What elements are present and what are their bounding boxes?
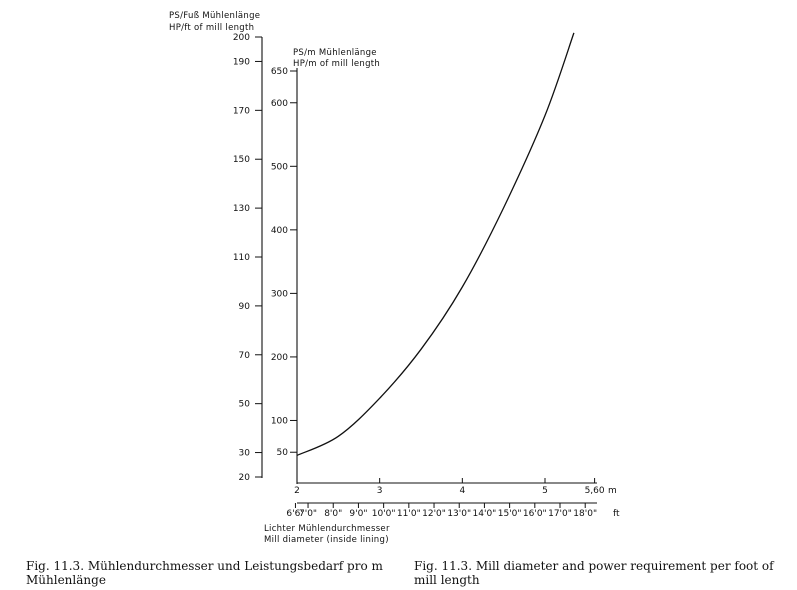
inner-axis-tick-label: 100 xyxy=(271,416,288,426)
caption-english: Fig. 11.3. Mill diameter and power requi… xyxy=(414,559,794,587)
inner-axis-title-line1: PS/m Mühlenlänge xyxy=(293,48,377,58)
x-axis-m-tick-label: 5,60 xyxy=(585,486,605,496)
inner-axis-tick-label: 500 xyxy=(271,162,288,172)
caption-german-line2: Mühlenlänge xyxy=(26,573,106,587)
left-axis-tick-label: 150 xyxy=(233,155,250,165)
power-curve xyxy=(296,32,575,456)
caption-german-line1: Fig. 11.3. Mühlendurchmesser und Leistun… xyxy=(26,559,383,573)
x-axis-ft-unit: ft xyxy=(613,509,620,519)
inner-axis-tick-label: 200 xyxy=(271,353,288,363)
left-axis-title-line1: PS/Fuß Mühlenlänge xyxy=(169,11,260,21)
x-axis-ft-tick-label: 8'0" xyxy=(324,509,342,519)
left-axis-tick-label: 90 xyxy=(239,302,251,312)
x-axis-ft-tick-label: 15'0" xyxy=(498,509,522,519)
x-axis-ft-tick-label: 9'0" xyxy=(349,509,367,519)
x-axis-ft-tick-label: 12'0" xyxy=(422,509,446,519)
x-axis-m-unit: m xyxy=(608,486,617,496)
inner-axis-tick-label: 400 xyxy=(271,226,288,236)
inner-axis-tick-label: 600 xyxy=(271,99,288,109)
x-axis-ft-tick-label: 17'0" xyxy=(548,509,572,519)
left-axis-tick-label: 30 xyxy=(239,449,251,459)
x-axis-m-tick-label: 5 xyxy=(542,486,548,496)
x-axis-title-line2: Mill diameter (inside lining) xyxy=(264,535,389,545)
inner-axis-tick-label: 50 xyxy=(277,448,289,458)
left-axis-tick-label: 70 xyxy=(239,351,251,361)
left-axis-tick-label: 200 xyxy=(233,33,250,43)
x-axis-m-tick-label: 2 xyxy=(294,486,300,496)
inner-axis-tick-label: 300 xyxy=(271,289,288,299)
x-axis-ft-tick-label: 18'0" xyxy=(573,509,597,519)
left-axis-title-line2: HP/ft of mill length xyxy=(169,23,254,33)
left-axis-tick-label: 130 xyxy=(233,204,250,214)
x-axis-ft-tick-label: 6'6" xyxy=(286,509,304,519)
x-axis-ft-tick-label: 16'0" xyxy=(523,509,547,519)
left-axis-tick-label: 50 xyxy=(239,400,251,410)
x-axis-m-tick-label: 3 xyxy=(377,486,383,496)
x-axis-ft-tick-label: 11'0" xyxy=(397,509,421,519)
caption-german: Fig. 11.3. Mühlendurchmesser und Leistun… xyxy=(26,559,396,587)
x-axis-ft-tick-label: 13'0" xyxy=(447,509,471,519)
left-axis-tick-label: 20 xyxy=(239,473,251,483)
left-axis-tick-label: 190 xyxy=(233,57,250,67)
inner-axis-tick-label: 650 xyxy=(271,67,288,77)
left-axis-tick-label: 110 xyxy=(233,253,250,263)
caption-english-line2: mill length xyxy=(414,573,480,587)
x-axis-m-tick-label: 4 xyxy=(459,486,465,496)
x-axis-ft-tick-label: 10'0" xyxy=(372,509,396,519)
x-axis-ft-tick-label: 7'0" xyxy=(299,509,317,519)
caption-english-line1: Fig. 11.3. Mill diameter and power requi… xyxy=(414,559,774,573)
x-axis-title-line1: Lichter Mühlendurchmesser xyxy=(264,524,390,534)
inner-axis-title-line2: HP/m of mill length xyxy=(293,59,380,69)
left-axis-tick-label: 170 xyxy=(233,106,250,116)
x-axis-ft-tick-label: 14'0" xyxy=(473,509,497,519)
